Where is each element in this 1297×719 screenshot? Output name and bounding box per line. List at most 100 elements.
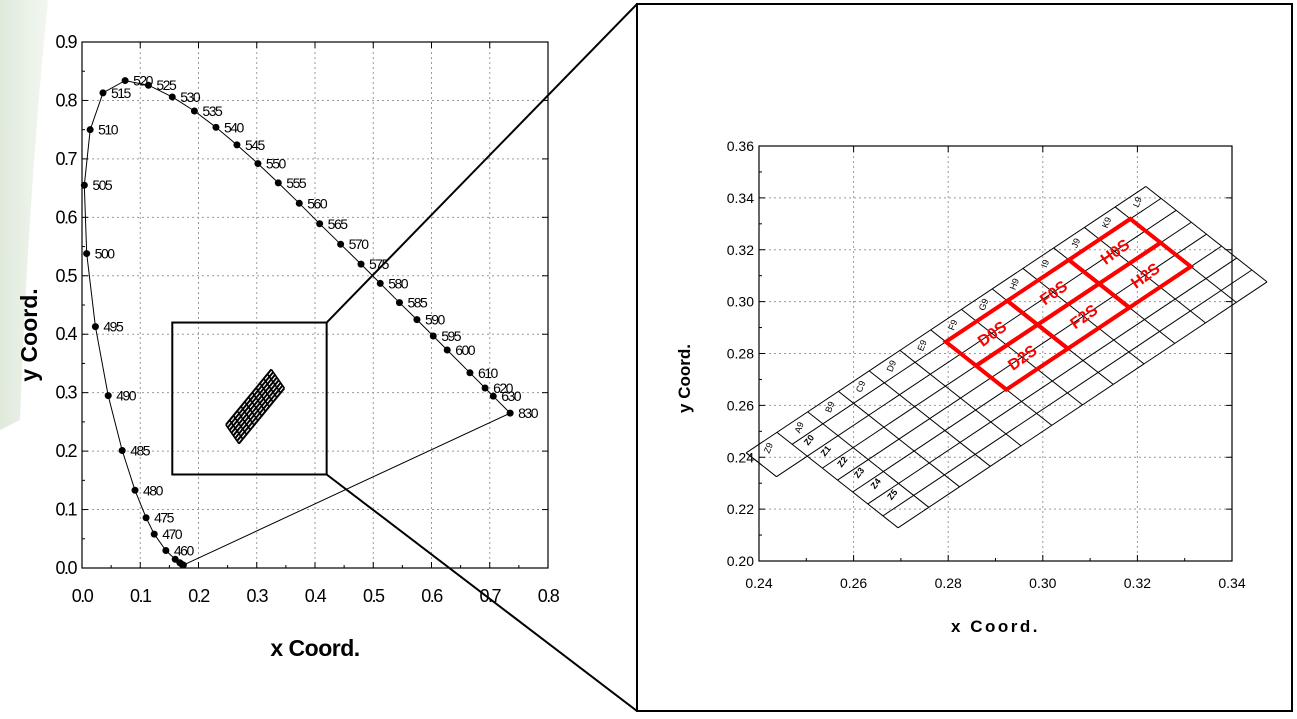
x-tick-label: 0.1 [130, 586, 152, 606]
bin-grid-line [776, 455, 808, 478]
locus-point [489, 392, 497, 400]
x-tick-label: 0.0 [72, 586, 94, 606]
locus-point [429, 332, 437, 340]
locus-point [86, 126, 94, 134]
wavelength-label: 610 [478, 365, 499, 381]
locus-point [150, 530, 158, 538]
bin-column-label: A9 [792, 421, 805, 435]
wavelength-label: 620 [493, 380, 514, 396]
mini-bin-line [236, 410, 251, 431]
x-tick-label: 0.7 [479, 586, 501, 606]
x-tick-label: 0.6 [421, 586, 443, 606]
y-tick-label: 0.2 [55, 441, 77, 461]
bin-grid-line [1022, 268, 1039, 281]
locus-point [443, 346, 451, 354]
wavelength-label: 555 [286, 175, 307, 191]
y-tick-label: 0.1 [55, 500, 77, 520]
y-tick-label: 0.22 [727, 501, 754, 517]
bin-column-label: Z9 [762, 441, 775, 454]
y-tick-label: 0.5 [55, 266, 77, 286]
bin-grid-line [868, 370, 885, 384]
y-tick-label: 0.3 [55, 383, 77, 403]
bin-grid-line [1160, 198, 1268, 283]
x-tick-label: 0.4 [305, 586, 327, 606]
wavelength-label: 530 [180, 89, 201, 105]
highlighted-bin [1095, 240, 1195, 311]
bin-column-label: L9 [1131, 196, 1144, 209]
locus-point [168, 93, 176, 101]
locus-point [190, 107, 198, 115]
mini-bin-line [251, 392, 267, 412]
bin-grid-line [1099, 238, 1206, 324]
locus-point [506, 409, 514, 417]
wavelength-label: 460 [174, 542, 195, 558]
y-axis-title: y Coord. [16, 288, 42, 381]
locus-point [274, 179, 282, 187]
bin-grid-line [884, 382, 991, 467]
wavelength-label: 600 [455, 342, 476, 358]
y-tick-label: 0.24 [727, 449, 754, 465]
mini-bin-line [247, 396, 263, 417]
bin-column-label: K9 [1100, 216, 1113, 230]
locus-point [466, 369, 474, 377]
y-tick-label: 0.8 [55, 90, 77, 110]
y-tick-label: 0.30 [727, 294, 754, 310]
wavelength-label: 540 [224, 119, 245, 135]
mini-bin-line [225, 424, 240, 445]
mini-bin-line [259, 382, 274, 403]
bin-grid-line [976, 320, 1083, 406]
wavelength-label: 550 [266, 156, 287, 172]
wavelength-label: 525 [156, 77, 177, 93]
wavelength-label: 500 [95, 246, 116, 262]
locus-point [337, 240, 345, 248]
x-tick-label: 0.8 [538, 586, 560, 606]
x-axis-title: x Coord. [951, 617, 1040, 636]
bin-column-label: J9 [1069, 237, 1082, 249]
bin-grid-line [899, 349, 916, 363]
locus-point [212, 123, 220, 131]
locus-point [121, 77, 129, 85]
wavelength-label: 510 [98, 122, 119, 138]
wavelength-label: 630 [501, 388, 522, 404]
wavelength-label: 480 [143, 482, 164, 498]
mini-bin-line [244, 401, 259, 422]
wavelength-label: 560 [307, 195, 328, 211]
bin-grid-line [991, 288, 1008, 302]
callout-line-top [325, 3, 638, 324]
locus-point [413, 316, 421, 324]
y-tick-label: 0.4 [55, 324, 77, 344]
mini-bin-line [255, 387, 270, 408]
bin-grid-line [791, 443, 899, 529]
bin-grid-line [914, 361, 1022, 447]
x-tick-label: 0.26 [840, 575, 867, 591]
locus-point [357, 260, 365, 268]
mini-bin-line [266, 373, 282, 394]
x-tick-label: 0.28 [935, 575, 962, 591]
bin-grid-line [1114, 206, 1131, 220]
y-tick-label: 0.36 [727, 138, 754, 154]
locus-point [376, 279, 384, 287]
bin-grid-line [930, 329, 947, 343]
decorative-left-band [0, 0, 48, 430]
locus-point [99, 89, 107, 97]
bin-column-label: D9 [885, 359, 899, 373]
wavelength-label: 585 [407, 295, 428, 311]
x-tick-label: 0.3 [246, 586, 268, 606]
y-tick-label: 0.9 [55, 32, 77, 52]
bin-grid-line [1053, 247, 1070, 261]
wavelength-label: 575 [369, 256, 390, 272]
locus-point [233, 141, 241, 149]
wavelength-label: 580 [388, 275, 409, 291]
mini-bin-line [232, 415, 248, 435]
x-tick-label: 0.30 [1029, 575, 1056, 591]
locus-point [481, 384, 489, 392]
callout-line-bottom [326, 473, 638, 712]
x-tick-label: 0.24 [745, 575, 772, 591]
bin-grid-line [776, 431, 793, 445]
mini-bin-line [270, 368, 286, 389]
locus-point [254, 160, 262, 168]
y-tick-label: 0.7 [55, 149, 77, 169]
zoom-callout [325, 3, 638, 712]
zoom-region-box [171, 321, 328, 476]
